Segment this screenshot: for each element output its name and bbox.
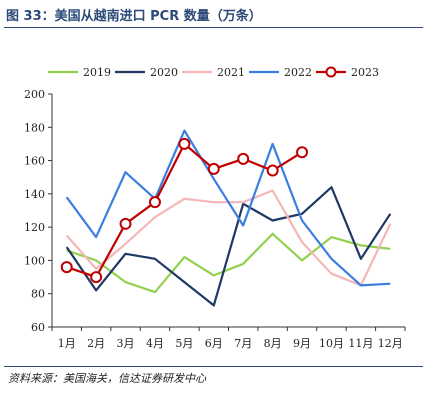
data-point-2023: [90, 271, 103, 284]
x-tick-label: 7月: [234, 337, 252, 350]
legend-label: 2022: [284, 66, 312, 79]
data-point-2023: [119, 217, 132, 230]
x-tick-label: 4月: [146, 337, 164, 350]
y-tick-label: 160: [24, 155, 45, 168]
x-tick-label: 5月: [175, 337, 193, 350]
legend-item-2021: 2021: [182, 66, 245, 79]
series-line-2020: [65, 186, 392, 307]
y-tick-label: 80: [31, 288, 45, 301]
data-point-2023: [148, 196, 161, 209]
y-tick-label: 140: [24, 188, 45, 201]
x-tick-label: 8月: [264, 337, 282, 350]
source-divider: [4, 366, 423, 367]
series-2021: [65, 189, 392, 287]
x-tick-label: 3月: [117, 337, 135, 350]
x-tick-label: 6月: [205, 337, 223, 350]
y-axis: 60 80 100 120 140 160 180 200: [24, 88, 53, 334]
x-tick-label: 2月: [87, 337, 105, 350]
x-tick-label: 1月: [58, 337, 76, 350]
legend-item-2020: 2020: [115, 66, 178, 79]
x-tick-label: 9月: [293, 337, 311, 350]
title-divider: [4, 27, 423, 28]
x-tick-label: 10月: [319, 337, 344, 350]
data-point-2023: [266, 164, 279, 177]
legend-label: 2023: [351, 66, 379, 79]
legend-marker: [325, 66, 337, 78]
data-point-2023: [207, 162, 220, 175]
x-axis: 1月 2月 3月 4月 5月 6月 7月 8月 9月 10月 11月 12月: [51, 326, 406, 350]
y-tick-label: 100: [24, 254, 45, 267]
series-2020: [65, 186, 392, 307]
y-tick-label: 180: [24, 121, 45, 134]
chart-legend: 2019 2020 2021 2022 2023: [48, 66, 379, 79]
legend-item-2023: 2023: [316, 66, 379, 79]
legend-item-2022: 2022: [249, 66, 312, 79]
legend-label: 2019: [83, 66, 111, 79]
source-note: 资料来源：美国海关，信达证券研发中心: [8, 372, 206, 385]
legend-label: 2020: [150, 66, 178, 79]
y-tick-label: 120: [24, 221, 45, 234]
legend-label: 2021: [217, 66, 245, 79]
data-point-2023: [237, 152, 250, 165]
series-2023: [60, 137, 309, 284]
series-line-2019: [66, 232, 391, 294]
series-line-2021: [65, 189, 392, 287]
data-point-2023: [296, 146, 309, 159]
x-tick-label: 11月: [348, 337, 373, 350]
series-2019: [66, 232, 391, 294]
figure-title: 图 33：美国从越南进口 PCR 数量（万条）: [6, 9, 262, 24]
x-tick-label: 12月: [378, 337, 403, 350]
y-tick-label: 200: [24, 88, 45, 101]
series-line-2022: [65, 129, 391, 287]
series-2022: [65, 129, 391, 287]
data-point-2023: [60, 261, 73, 274]
data-point-2023: [178, 137, 191, 150]
legend-item-2019: 2019: [48, 66, 111, 79]
y-tick-label: 60: [31, 321, 45, 334]
series-layer: [60, 129, 392, 307]
